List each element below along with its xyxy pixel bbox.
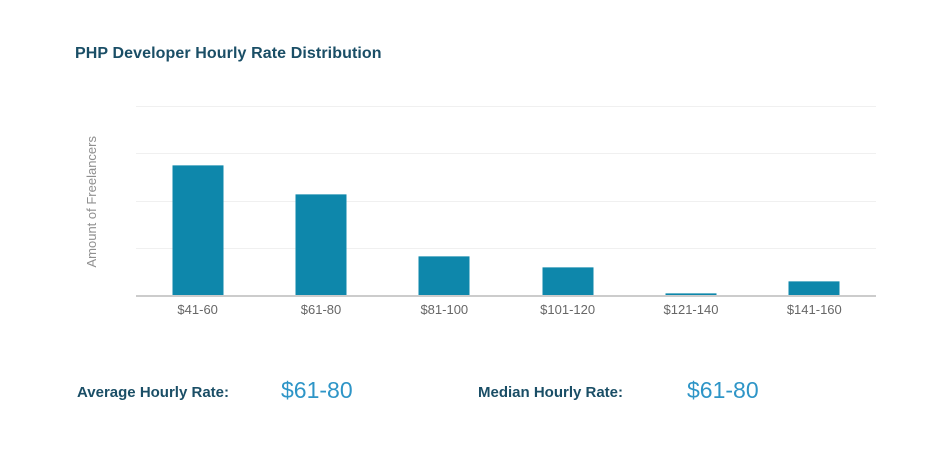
gridline bbox=[136, 200, 876, 202]
x-axis-tick-labels: $41-60 $61-80 $81-100 $101-120 $121-140 $141-… bbox=[136, 302, 876, 317]
x-tick-label: $141-160 bbox=[786, 302, 842, 317]
bar-$81-100[interactable] bbox=[418, 256, 470, 295]
x-tick-label: $101-120 bbox=[540, 302, 596, 317]
median-rate-value: $61-80 bbox=[687, 377, 759, 403]
x-tick-label: $61-80 bbox=[300, 302, 342, 317]
bar-slot bbox=[259, 106, 382, 295]
gridline bbox=[136, 106, 876, 107]
bar-$41-60[interactable] bbox=[172, 164, 224, 295]
bar-$141-160[interactable] bbox=[788, 281, 840, 295]
median-rate-label: Median Hourly Rate: bbox=[478, 384, 624, 401]
y-axis-label-text: Amount of Freelancers bbox=[83, 135, 99, 268]
bar-series bbox=[136, 106, 876, 295]
bar-$121-140[interactable] bbox=[665, 292, 717, 295]
gridline bbox=[136, 153, 876, 155]
bar-slot bbox=[629, 106, 752, 295]
x-tick-label: $121-140 bbox=[663, 302, 719, 317]
x-tick-label: $81-100 bbox=[420, 302, 469, 317]
plot-area bbox=[136, 106, 876, 297]
average-rate-label: Average Hourly Rate: bbox=[77, 384, 229, 401]
y-axis-label: Amount of Freelancers bbox=[80, 106, 102, 297]
bar-slot bbox=[506, 106, 629, 295]
gridline bbox=[136, 247, 876, 249]
x-tick-label: $41-60 bbox=[177, 302, 218, 317]
average-rate-value: $61-80 bbox=[281, 377, 353, 403]
bar-slot bbox=[753, 106, 876, 295]
bar-$101-120[interactable] bbox=[542, 267, 594, 295]
chart-title: PHP Developer Hourly Rate Distribution bbox=[75, 45, 382, 62]
bar-slot bbox=[136, 106, 259, 295]
bar-$61-80[interactable] bbox=[295, 193, 347, 295]
bar-slot bbox=[383, 106, 506, 295]
